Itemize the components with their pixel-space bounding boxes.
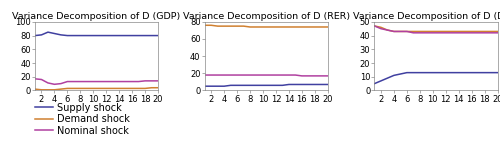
Title: Variance Decomposition of D (RER): Variance Decomposition of D (RER) xyxy=(182,12,350,21)
Legend: Supply shock, Demand shock, Nominal shock: Supply shock, Demand shock, Nominal shoc… xyxy=(35,103,130,136)
Title: Variance Decomposition of D (DEF): Variance Decomposition of D (DEF) xyxy=(352,12,500,21)
Title: Variance Decomposition of D (GDP): Variance Decomposition of D (GDP) xyxy=(12,12,180,21)
